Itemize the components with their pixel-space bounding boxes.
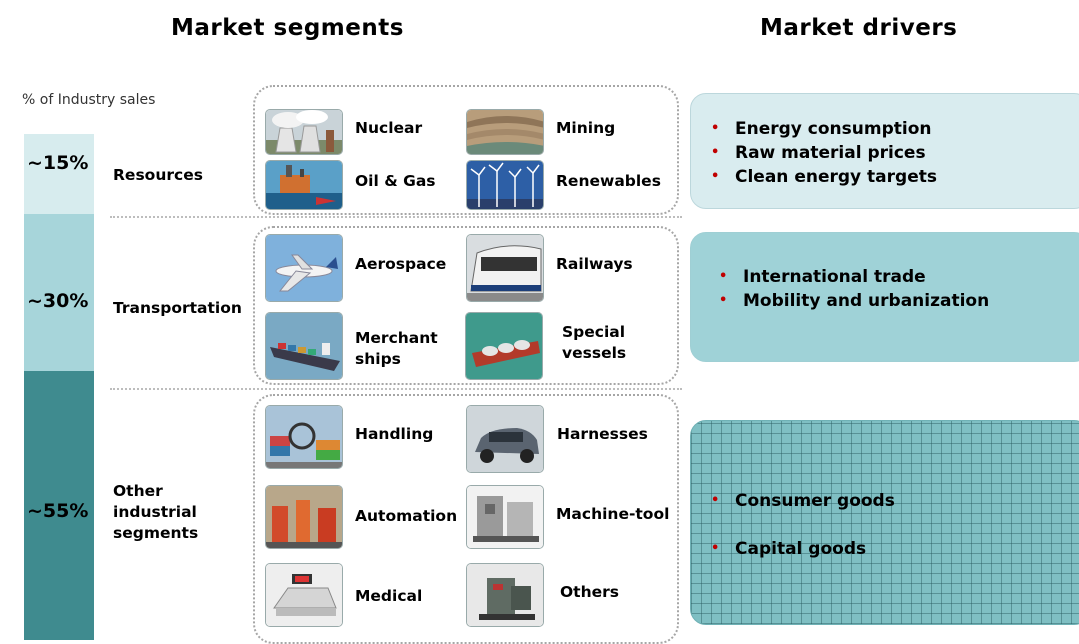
driver-item: • Raw material prices [711,143,926,163]
segment-name-transportation: Transportation [113,299,242,317]
generator-photo [466,563,544,627]
item-special-vessels: Special vessels [562,323,627,362]
resources-drivers-box: • Energy consumption • Raw material prices… [690,93,1079,209]
driver-item: • Clean energy targets [711,167,937,187]
item-mining: Mining [556,119,616,137]
mining-pit-photo [466,109,544,155]
resources-group-box [253,85,679,215]
item-machine-tool: Machine-tool [556,505,670,523]
driver-item: • Consumer goods [711,491,895,511]
segment-name-resources: Resources [113,166,203,184]
item-oil-gas: Oil & Gas [355,172,436,190]
resources-share-bar [24,134,94,214]
lng-tanker-photo [465,312,543,380]
driver-item: • Mobility and urbanization [719,291,990,311]
segment-name-other: Other industrial segments [113,482,199,542]
transportation-group-box [253,226,679,385]
medical-device-photo [265,563,343,627]
item-railways: Railways [556,255,633,273]
other-share: ~55% [27,500,89,522]
item-handling: Handling [355,425,434,443]
robot-line-photo [265,485,343,549]
car-photo [466,405,544,473]
oil-rig-photo [265,160,343,210]
bullet-icon: • [711,169,720,184]
transportation-share-bar [24,214,94,371]
segment-divider [110,216,682,218]
item-renewables: Renewables [556,172,661,190]
other-drivers-box: • Consumer goods • Capital goods [690,420,1079,625]
item-automation: Automation [355,507,458,525]
cargo-ship-photo [265,312,343,380]
nuclear-plant-photo [265,109,343,155]
transportation-drivers-box: • International trade • Mobility and urban… [690,232,1079,362]
machine-tool-photo [466,485,544,549]
segment-divider [110,388,682,390]
bullet-icon: • [719,269,728,284]
driver-item: • International trade [719,267,926,287]
sales-share-axis-label: % of Industry sales [22,92,156,108]
driver-item: • Energy consumption [711,119,932,139]
item-nuclear: Nuclear [355,119,423,137]
item-aerospace: Aerospace [355,255,447,273]
bullet-icon: • [711,541,720,556]
bullet-icon: • [719,293,728,308]
market-drivers-title: Market drivers [760,15,958,41]
container-crane-photo [265,405,343,469]
transportation-share: ~30% [27,290,89,312]
driver-item: • Capital goods [711,539,867,559]
resources-share: ~15% [27,152,89,174]
item-merchant-ships: Merchant ships [355,329,438,368]
airplane-photo [265,234,343,302]
other-share-bar [24,371,94,640]
bullet-icon: • [711,145,720,160]
wind-turbines-photo [466,160,544,210]
market-segments-title: Market segments [171,15,404,41]
train-photo [466,234,544,302]
item-others: Others [560,583,620,601]
item-medical: Medical [355,587,423,605]
item-harnesses: Harnesses [557,425,648,443]
bullet-icon: • [711,121,720,136]
bullet-icon: • [711,493,720,508]
